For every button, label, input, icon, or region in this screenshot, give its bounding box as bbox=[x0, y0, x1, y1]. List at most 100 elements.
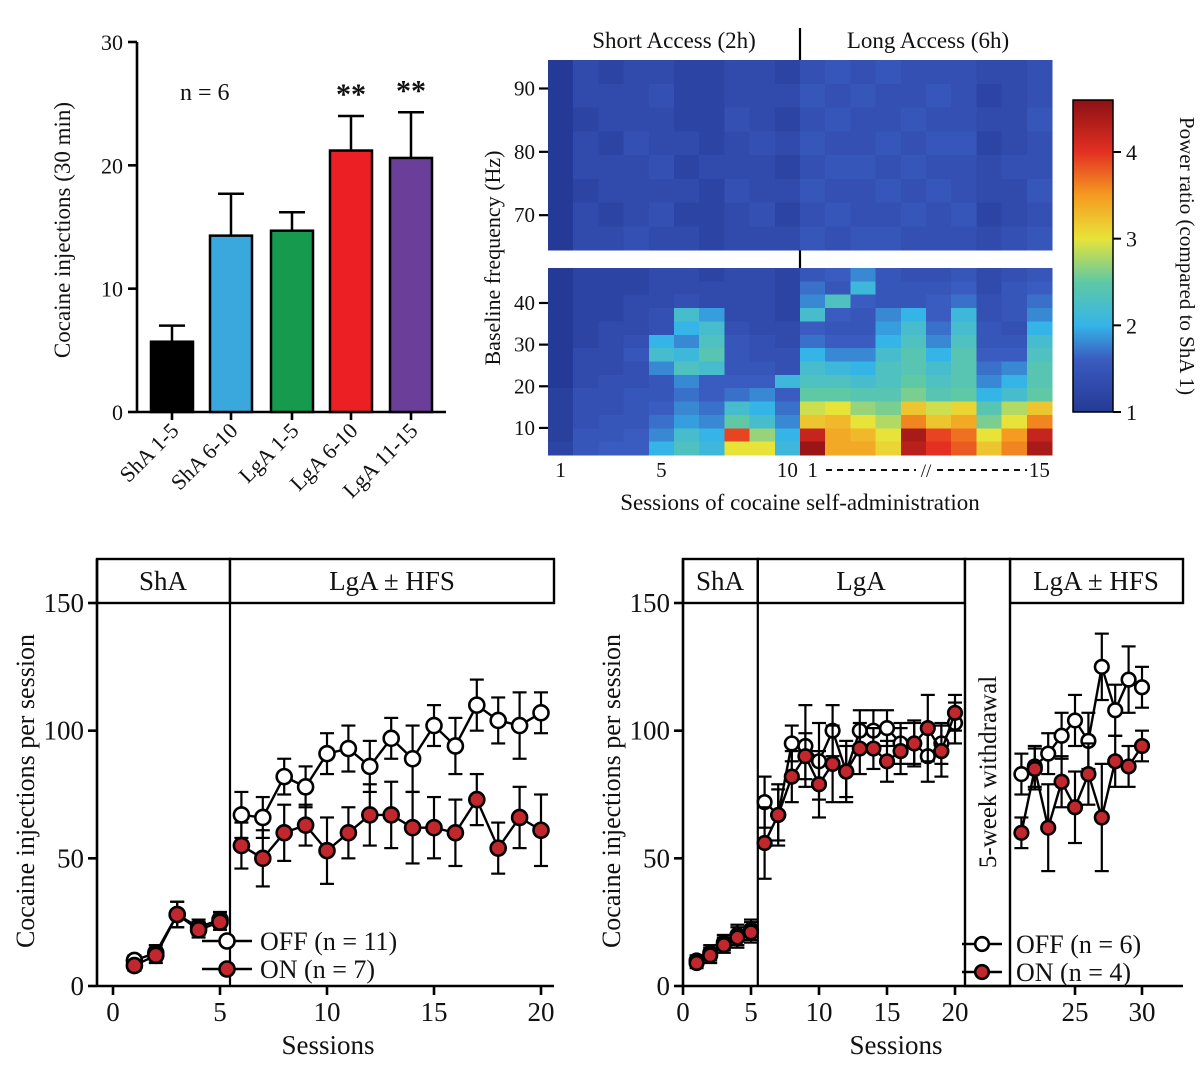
line-x-tick-label: 30 bbox=[1129, 997, 1156, 1027]
heatmap-cell bbox=[1026, 268, 1053, 282]
heatmap-cell bbox=[699, 268, 725, 282]
heatmap-cell bbox=[875, 294, 902, 309]
heatmap-cell bbox=[951, 428, 977, 443]
heatmap-cell bbox=[900, 361, 927, 376]
heatmap-cell bbox=[900, 281, 927, 296]
heatmap-cell bbox=[976, 60, 1002, 85]
heatmap-cell bbox=[900, 60, 927, 85]
heatmap-cell bbox=[674, 348, 700, 362]
heatmap-cell bbox=[548, 131, 574, 156]
heatmap-cell bbox=[573, 321, 599, 336]
heatmap-cell bbox=[976, 202, 1002, 227]
heatmap-cell bbox=[800, 294, 826, 309]
heatmap-cell bbox=[900, 308, 927, 322]
right-plot-area: 0 50 100 150 0 5 10 15 20 25 30 bbox=[630, 559, 1183, 1027]
line-y-tick-label: 150 bbox=[44, 588, 85, 618]
heatmap-cell bbox=[951, 294, 977, 309]
data-point-marker-on bbox=[933, 742, 950, 760]
heatmap-y-tick-label: 70 bbox=[514, 203, 535, 227]
heatmap-cell bbox=[674, 268, 700, 282]
data-point-marker-on bbox=[211, 913, 229, 931]
heatmap-cell bbox=[850, 107, 876, 132]
heatmap-cell bbox=[976, 361, 1002, 376]
heatmap-cell bbox=[976, 155, 1002, 180]
heatmap-cell bbox=[926, 178, 952, 203]
heatmap-cell bbox=[800, 361, 826, 376]
legend-on-marker bbox=[218, 960, 236, 978]
data-point-marker-off bbox=[382, 729, 401, 748]
heatmap-cell bbox=[598, 374, 624, 389]
heatmap-cell bbox=[1001, 348, 1028, 362]
heatmap-x-break-slash: // bbox=[921, 461, 932, 482]
bar-y-tick-label: 10 bbox=[101, 277, 123, 302]
heatmap-cell bbox=[749, 226, 776, 251]
heatmap-cell bbox=[648, 131, 675, 156]
data-point-marker-off bbox=[446, 737, 465, 755]
heatmap-cell bbox=[548, 268, 574, 282]
heatmap-cell bbox=[800, 334, 826, 349]
heatmap-cell bbox=[674, 83, 700, 108]
heatmap-cell bbox=[951, 334, 977, 349]
heatmap-cell bbox=[951, 348, 977, 362]
heatmap-cell bbox=[1026, 107, 1053, 132]
heatmap-cell bbox=[926, 414, 952, 429]
heatmap-cell bbox=[926, 441, 952, 456]
data-point-marker-off bbox=[254, 808, 272, 827]
heatmap-cell bbox=[1001, 308, 1028, 322]
heatmap-cell bbox=[699, 428, 725, 443]
heatmap-cell bbox=[800, 131, 826, 156]
heatmap-cell bbox=[699, 281, 725, 296]
heatmap-cell bbox=[900, 107, 927, 132]
heatmap-cell bbox=[850, 348, 876, 362]
left-legend: OFF (n = 11) ON (n = 7) bbox=[202, 927, 397, 984]
bar-y-tick-label: 30 bbox=[101, 30, 123, 55]
heatmap-cell bbox=[598, 202, 624, 227]
line-x-tick-label: 5 bbox=[213, 997, 227, 1027]
heatmap-cell bbox=[976, 107, 1002, 132]
heatmap-cell bbox=[850, 334, 876, 349]
heatmap-cell bbox=[976, 226, 1002, 251]
heatmap-cell bbox=[648, 414, 675, 429]
heatmap-cell bbox=[1001, 268, 1028, 282]
heatmap-cell bbox=[875, 226, 902, 251]
heatmap-cell bbox=[850, 268, 876, 282]
data-point-marker-off bbox=[1066, 712, 1084, 729]
heatmap-cell bbox=[724, 428, 750, 443]
panel-heatmap: Short Access (2h) Long Access (6h) Basel… bbox=[480, 28, 1199, 515]
data-point-marker-on bbox=[125, 956, 144, 975]
line-x-tick-label: 15 bbox=[874, 997, 901, 1027]
heatmap-cell bbox=[548, 361, 574, 376]
heatmap-cell bbox=[699, 321, 725, 336]
heatmap-cell bbox=[875, 348, 902, 362]
heatmap-cell bbox=[648, 428, 675, 443]
heatmap-cell bbox=[724, 334, 750, 349]
heatmap-cell bbox=[548, 281, 574, 296]
heatmap-cell bbox=[1001, 414, 1028, 429]
heatmap-cell bbox=[573, 308, 599, 322]
heatmap-cell bbox=[548, 334, 574, 349]
heatmap-cell bbox=[774, 83, 801, 108]
heatmap-cell bbox=[548, 83, 574, 108]
data-point-marker-on bbox=[783, 768, 800, 785]
heatmap-cell bbox=[749, 202, 776, 227]
heatmap-cell bbox=[825, 308, 851, 322]
heatmap-cell bbox=[900, 414, 927, 429]
heatmap-cell bbox=[548, 107, 574, 132]
heatmap-cell bbox=[598, 361, 624, 376]
heatmap-cell bbox=[724, 348, 750, 362]
heatmap-cell bbox=[926, 361, 952, 376]
heatmap-cell bbox=[623, 131, 650, 156]
heatmap-cell bbox=[724, 107, 750, 132]
heatmap-cell bbox=[951, 308, 977, 322]
heatmap-cell bbox=[749, 178, 776, 203]
heatmap-cell bbox=[926, 60, 952, 85]
heatmap-cell bbox=[900, 401, 927, 416]
bar-sha-1-5 bbox=[149, 340, 195, 414]
heatmap-y-axis-label: Baseline frequency (Hz) bbox=[480, 150, 505, 365]
phase-label-lga-right: LgA bbox=[836, 566, 886, 596]
heatmap-cell bbox=[825, 388, 851, 402]
heatmap-cell bbox=[674, 226, 700, 251]
heatmap-cell bbox=[674, 401, 700, 416]
heatmap-cell bbox=[1026, 226, 1053, 251]
